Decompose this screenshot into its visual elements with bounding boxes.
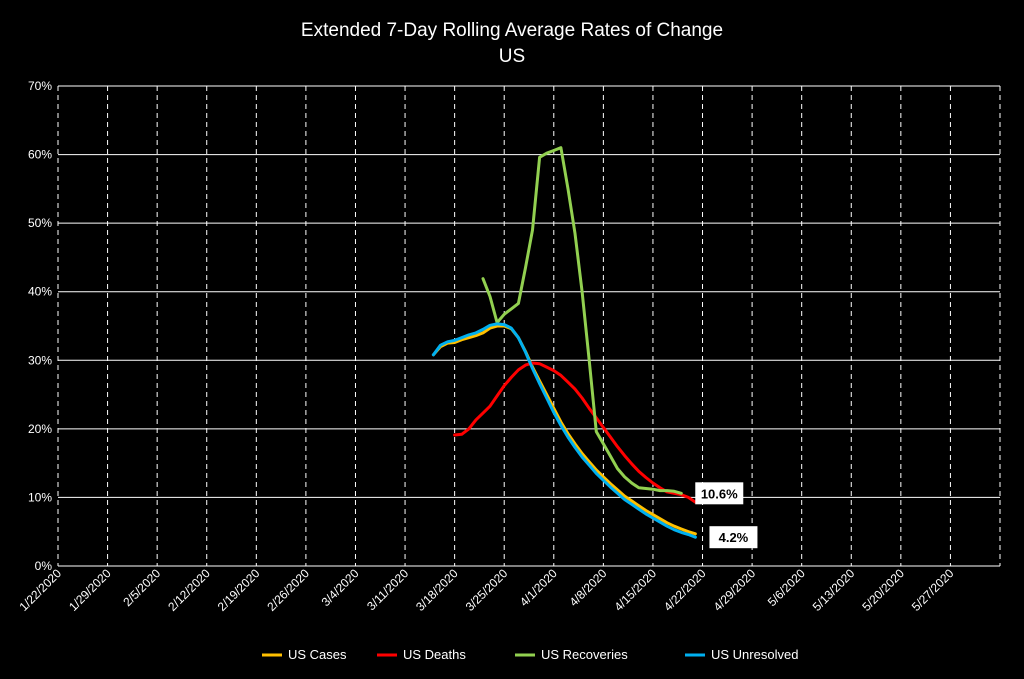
y-tick-label: 10%: [28, 490, 52, 504]
gridlines: [57, 85, 1001, 567]
legend-label: US Recoveries: [541, 647, 628, 662]
y-tick-label: 50%: [28, 216, 52, 230]
chart-title: Extended 7-Day Rolling Average Rates of …: [301, 20, 723, 41]
legend-item: US Cases: [262, 647, 347, 662]
legend-item: US Deaths: [377, 647, 466, 662]
callout-box: [695, 482, 744, 505]
series-line-us-unresolved: [431, 322, 697, 539]
legend: US Cases US Deaths US Recoveries US Unresol…: [262, 647, 798, 662]
legend-item: US Recoveries: [515, 647, 628, 662]
y-tick-label: 70%: [28, 79, 52, 93]
callout-label: 4.2%: [709, 526, 758, 549]
y-tick-label: 0%: [35, 559, 53, 573]
chart-subtitle: US: [499, 46, 525, 67]
callouts: 10.6% 4.2%: [695, 482, 758, 549]
y-tick-label: 60%: [28, 148, 52, 162]
legend-label: US Cases: [288, 647, 347, 662]
series-line-us-recoveries: [481, 146, 683, 495]
legend-label: US Deaths: [403, 647, 466, 662]
y-tick-label: 30%: [28, 353, 52, 367]
legend-label: US Unresolved: [711, 647, 798, 662]
series-line-us-deaths: [453, 361, 697, 504]
callout-text: 4.2%: [719, 530, 749, 545]
series-line-us-cases: [431, 324, 697, 536]
y-tick-label: 20%: [28, 422, 52, 436]
callout-label: 10.6%: [695, 482, 744, 505]
legend-item: US Unresolved: [685, 647, 798, 662]
series-lines: [431, 146, 697, 539]
callout-box: [709, 526, 758, 549]
y-tick-label: 40%: [28, 285, 52, 299]
y-axis-ticks: 0% 10% 20% 30% 40% 50% 60% 70%: [28, 79, 52, 573]
callout-text: 10.6%: [701, 486, 738, 501]
